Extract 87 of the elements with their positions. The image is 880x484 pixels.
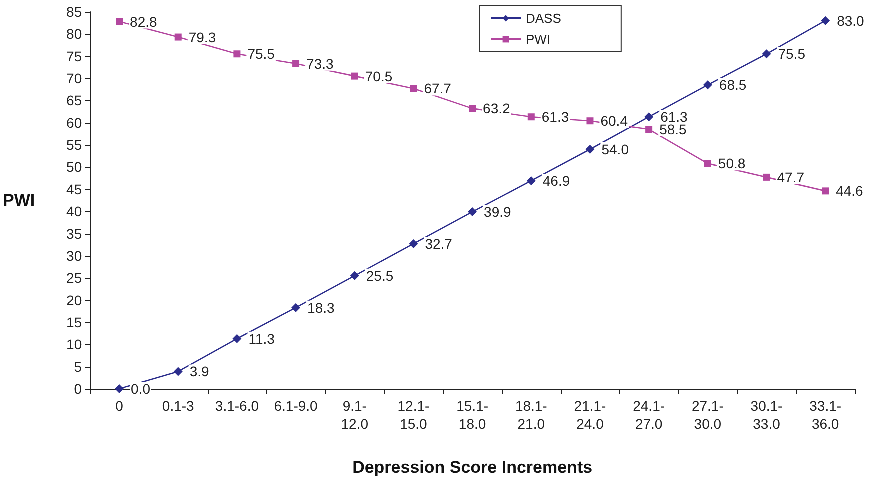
x-tick-label: 30.1-33.0: [750, 398, 784, 432]
data-label: 63.2: [483, 100, 511, 117]
y-tick-label: 85: [66, 4, 82, 20]
x-tick-label: 9.1-12.0: [341, 398, 369, 432]
point: [586, 144, 595, 154]
x-tick-label: 24.1-27.0: [633, 398, 666, 432]
y-tick-label: 0: [74, 381, 82, 397]
y-tick-label: 25: [66, 270, 82, 286]
point: [703, 80, 712, 90]
y-tick-label: 75: [66, 48, 82, 64]
y-tick-label: 40: [66, 204, 82, 220]
x-tick-label: 0.1-3: [162, 398, 195, 414]
point: [763, 174, 770, 181]
point: [586, 118, 594, 125]
data-label: 54.0: [602, 141, 630, 158]
point: [409, 239, 418, 248]
point: [644, 112, 654, 122]
point: [646, 126, 653, 134]
y-tick-label: 55: [66, 137, 82, 154]
point: [468, 208, 478, 217]
x-tick-label: 27.1-30.0: [692, 398, 724, 432]
y-tick-label: 35: [66, 226, 82, 242]
data-label: 75.5: [778, 46, 806, 62]
data-label: 18.3: [308, 300, 335, 316]
data-label: 82.8: [130, 14, 158, 30]
data-label: 58.5: [660, 122, 688, 138]
y-tick-label: 30: [66, 248, 82, 264]
x-tick-label: 33.1-36.0: [810, 398, 842, 432]
y-tick-label: 5: [74, 358, 82, 375]
y-tick-label: 60: [66, 114, 82, 131]
point: [351, 72, 358, 80]
point: [821, 16, 830, 26]
data-label: 67.7: [424, 80, 452, 97]
data-label: 73.3: [306, 56, 334, 72]
point: [174, 34, 182, 41]
data-label: 70.5: [365, 68, 393, 84]
y-tick-label: 15: [66, 314, 82, 330]
point: [469, 105, 476, 112]
point: [232, 334, 242, 344]
x-tick-label: 21.1-24.0: [574, 398, 607, 432]
x-axis-title: Depression Score Increments: [352, 458, 593, 477]
data-label: 3.9: [190, 364, 210, 380]
x-tick-label: 12.1-15.0: [398, 398, 430, 432]
point: [174, 367, 183, 376]
point: [350, 271, 360, 280]
x-tick-label: 3.1-6.0: [215, 398, 260, 414]
y-tick-label: 65: [66, 92, 82, 109]
point: [526, 176, 536, 186]
point: [234, 50, 241, 58]
data-label: 61.3: [542, 109, 570, 126]
data-label: 47.7: [777, 169, 805, 186]
point: [115, 384, 124, 394]
y-tick-label: 45: [66, 181, 82, 198]
x-tick-label: 6.1-9.0: [274, 398, 318, 414]
data-label: 39.9: [484, 204, 512, 220]
point: [528, 114, 535, 121]
data-label: 50.8: [718, 156, 746, 172]
y-axis-title: PWI: [3, 191, 36, 210]
y-tick-label: 70: [66, 70, 82, 87]
data-label: 60.4: [600, 113, 628, 130]
data-label: 44.6: [836, 183, 864, 200]
data-label: 75.5: [248, 46, 276, 62]
y-tick-label: 80: [66, 26, 82, 42]
data-label: 68.5: [719, 77, 747, 94]
x-tick-label: 15.1-18.0: [456, 398, 489, 432]
data-label: 46.9: [542, 172, 570, 189]
data-label: 32.7: [425, 236, 453, 252]
legend-label: DASS: [526, 11, 562, 26]
x-tick-label: 18.1-21.0: [515, 398, 548, 432]
legend-label: PWI: [526, 32, 551, 47]
data-label: 11.3: [248, 330, 276, 347]
y-tick-label: 20: [66, 292, 82, 308]
point: [704, 160, 712, 168]
data-label: 79.3: [188, 29, 216, 46]
point: [292, 60, 300, 68]
point: [410, 85, 418, 92]
data-label: 0.0: [131, 381, 151, 397]
x-tick-label: 0: [116, 398, 124, 414]
data-label: 61.3: [660, 109, 688, 126]
y-tick-label: 10: [66, 336, 82, 353]
point: [292, 303, 301, 312]
data-label: 25.5: [366, 268, 394, 284]
point: [116, 18, 124, 26]
y-tick-label: 50: [66, 159, 82, 176]
point: [822, 188, 830, 195]
data-label: 83.0: [837, 12, 865, 29]
point: [762, 50, 772, 59]
